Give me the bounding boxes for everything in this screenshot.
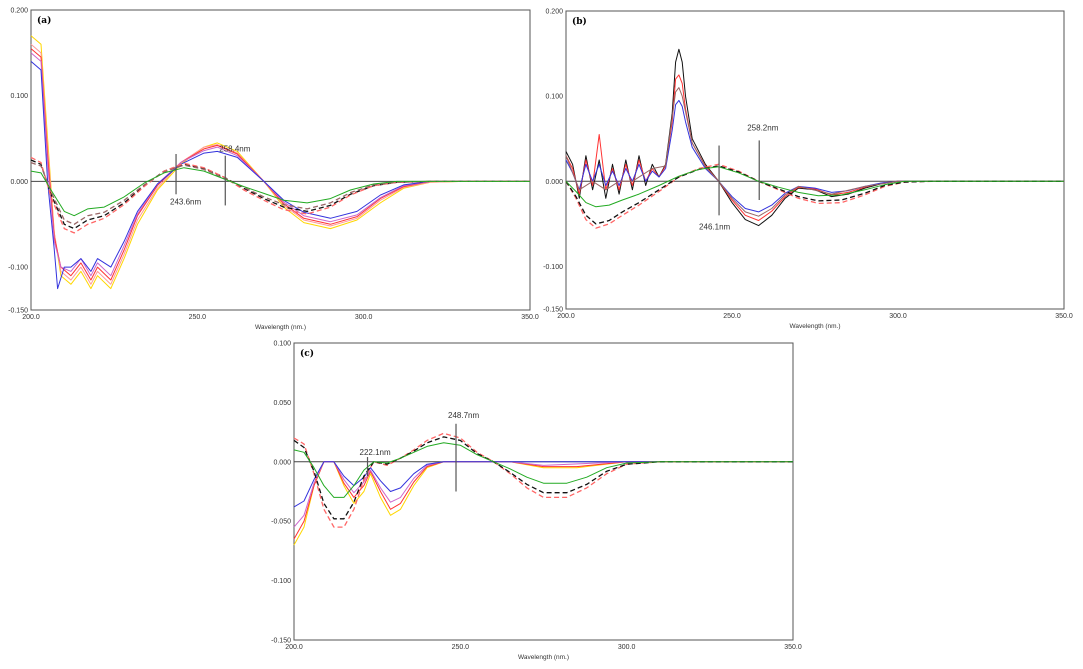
y-tick-label: -0.150 bbox=[271, 638, 291, 645]
spectrum-series-7 bbox=[293, 442, 793, 498]
wavelength-annotation: 222.1nm bbox=[360, 448, 391, 457]
y-tick-label: -0.150 bbox=[543, 307, 563, 314]
y-tick-label: 0.200 bbox=[545, 9, 563, 16]
x-tick-label: 300.0 bbox=[889, 313, 907, 320]
x-tick-label: 350.0 bbox=[784, 644, 802, 651]
wavelength-annotation: 258.2nm bbox=[747, 123, 778, 132]
spectrum-series-8 bbox=[30, 161, 530, 225]
spectrum-series-7 bbox=[30, 156, 530, 234]
x-tick-label: 350.0 bbox=[1055, 313, 1073, 320]
y-tick-label: -0.100 bbox=[8, 265, 28, 272]
spectrum-series-4 bbox=[565, 87, 1064, 217]
y-tick-label: -0.150 bbox=[8, 308, 28, 315]
x-tick-label: 250.0 bbox=[189, 314, 207, 321]
y-tick-label: 0.200 bbox=[10, 8, 28, 15]
y-tick-label: -0.100 bbox=[543, 264, 563, 271]
x-tick-label: 250.0 bbox=[723, 313, 741, 320]
x-tick-label: 200.0 bbox=[22, 314, 40, 321]
panel-label: (b) bbox=[572, 16, 587, 27]
spectrum-series-4 bbox=[30, 52, 530, 277]
x-tick-label: 200.0 bbox=[285, 644, 303, 651]
x-axis-label: Wavelength (nm.) bbox=[518, 654, 569, 661]
spectrum-series-9 bbox=[30, 167, 530, 217]
x-tick-label: 300.0 bbox=[618, 644, 636, 651]
x-tick-label: 350.0 bbox=[521, 314, 539, 321]
x-tick-label: 300.0 bbox=[355, 314, 373, 321]
wavelength-annotation: 258.4nm bbox=[219, 145, 250, 154]
spectrum-series-6 bbox=[293, 436, 793, 520]
spectrum-series-5 bbox=[293, 432, 793, 528]
spectrum-series-6 bbox=[30, 159, 530, 230]
panel-label: (a) bbox=[37, 15, 51, 26]
spectrum-series-4 bbox=[293, 461, 793, 508]
wavelength-annotation: 243.6nm bbox=[170, 197, 201, 206]
spectrum-series-5 bbox=[565, 163, 1064, 229]
y-tick-label: 0.000 bbox=[10, 179, 28, 186]
x-tick-label: 250.0 bbox=[452, 644, 470, 651]
spectrum-series-5 bbox=[30, 61, 530, 290]
spectrum-series-3 bbox=[565, 99, 1064, 213]
wavelength-annotation: 246.1nm bbox=[699, 222, 730, 231]
x-tick-label: 200.0 bbox=[557, 313, 575, 320]
y-tick-label: 0.100 bbox=[545, 94, 563, 101]
panel-label: (c) bbox=[300, 348, 314, 359]
x-axis-label: Wavelength (nm.) bbox=[255, 324, 306, 331]
y-tick-label: -0.100 bbox=[271, 578, 291, 585]
x-axis-label: Wavelength (nm.) bbox=[789, 323, 840, 330]
chart-panel-c: (c) 0.100 0.050 0.000 -0.050 -0.100 -0.150200.… bbox=[271, 341, 802, 662]
y-tick-label: 0.000 bbox=[273, 459, 291, 466]
wavelength-annotation: 248.7nm bbox=[448, 411, 479, 420]
plot-frame bbox=[30, 9, 531, 311]
y-tick-label: 0.100 bbox=[273, 341, 291, 348]
y-tick-label: -0.050 bbox=[271, 519, 291, 526]
y-tick-label: 0.050 bbox=[273, 400, 291, 407]
plot-frame bbox=[293, 342, 794, 641]
spectrum-series-6 bbox=[565, 165, 1064, 225]
y-tick-label: 0.100 bbox=[10, 93, 28, 100]
y-tick-label: 0.000 bbox=[545, 179, 563, 186]
plot-frame bbox=[565, 10, 1065, 310]
